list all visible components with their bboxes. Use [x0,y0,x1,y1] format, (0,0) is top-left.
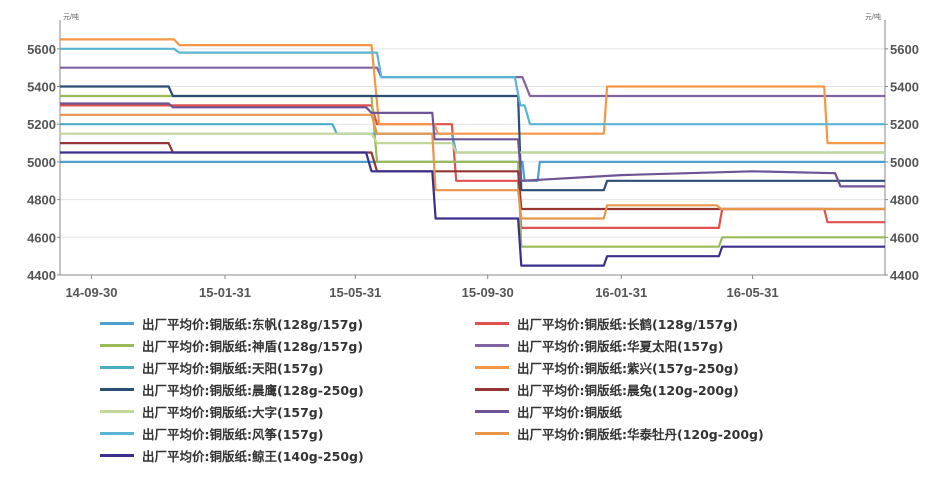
y-tick-label-left: 4800 [27,193,56,208]
legend-swatch [100,432,134,435]
legend-swatch [475,410,509,413]
series-lines [60,38,885,267]
y-tick-label-right: 5000 [890,155,919,170]
legend-label: 出厂平均价:铜版纸 [517,405,622,420]
legend-label: 出厂平均价:铜版纸:风筝(157g) [142,427,324,442]
legend-item: 出厂平均价:铜版纸:鲸王(140g-250g) [100,446,475,465]
series-line [60,132,885,154]
legend-item: 出厂平均价:铜版纸:神盾(128g/157g) [100,336,475,355]
legend-label: 出厂平均价:铜版纸:紫兴(157g-250g) [517,361,739,376]
legend-swatch [475,432,509,435]
legend-label: 出厂平均价:铜版纸:大字(157g) [142,405,324,420]
legend-item: 出厂平均价:铜版纸:华夏太阳(157g) [475,336,875,355]
legend-swatch [100,410,134,413]
chart-legend: 出厂平均价:铜版纸:东帆(128g/157g) 出厂平均价:铜版纸:长鹤(128g… [100,314,880,465]
y-tick-label-left: 4400 [27,268,56,283]
x-tick-label: 15-09-30 [462,285,514,300]
series-line [60,113,885,220]
y-tick-label-right: 5400 [890,80,919,95]
legend-swatch [100,454,134,457]
axes [57,20,888,279]
legend-swatch [475,344,509,347]
series-line [60,151,885,267]
unit-label-right: 元/吨 [865,12,881,21]
legend-item: 出厂平均价:铜版纸:天阳(157g) [100,358,475,377]
series-line [60,66,885,98]
y-tick-label-left: 5600 [27,42,56,57]
legend-item: 出厂平均价:铜版纸:华泰牡丹(120g-200g) [475,424,875,443]
legend-item: 出厂平均价:铜版纸:晨鹰(128g-250g) [100,380,475,399]
y-tick-label-left: 5400 [27,80,56,95]
legend-label: 出厂平均价:铜版纸:天阳(157g) [142,361,324,376]
legend-label: 出厂平均价:铜版纸:晨鹰(128g-250g) [142,383,364,398]
legend-item: 出厂平均价:铜版纸:风筝(157g) [100,424,475,443]
legend-swatch [100,388,134,391]
y-tick-label-left: 5200 [27,117,56,132]
legend-item: 出厂平均价:铜版纸:东帆(128g/157g) [100,314,475,333]
legend-swatch [100,322,134,325]
legend-swatch [475,366,509,369]
legend-item: 出厂平均价:铜版纸 [475,402,875,421]
y-tick-label-right: 5200 [890,117,919,132]
line-chart: 4400 4400 4600 4600 4800 4800 5000 5000 5200 5200… [27,12,919,300]
tick-labels: 4400 4400 4600 4600 4800 4800 5000 5000 5200 5200… [27,12,919,300]
y-tick-label-left: 5000 [27,155,56,170]
legend-item: 出厂平均价:铜版纸:紫兴(157g-250g) [475,358,875,377]
series-line [60,85,885,192]
legend-label: 出厂平均价:铜版纸:东帆(128g/157g) [142,317,364,332]
y-tick-label-right: 5600 [890,42,919,57]
y-tick-label-right: 4600 [890,230,919,245]
y-tick-label-left: 4600 [27,230,56,245]
legend-swatch [475,388,509,391]
x-tick-label: 15-05-31 [329,285,381,300]
legend-swatch [100,366,134,369]
legend-label: 出厂平均价:铜版纸:华泰牡丹(120g-200g) [517,427,764,442]
legend-swatch [100,344,134,347]
x-tick-label: 16-01-31 [595,285,647,300]
legend-label: 出厂平均价:铜版纸:长鹤(128g/157g) [517,317,739,332]
legend-label: 出厂平均价:铜版纸:鲸王(140g-250g) [142,449,364,464]
legend-item: 出厂平均价:铜版纸:长鹤(128g/157g) [475,314,875,333]
series-line [60,102,885,188]
legend-label: 出厂平均价:铜版纸:晨兔(120g-200g) [517,383,739,398]
legend-item: 出厂平均价:铜版纸:大字(157g) [100,402,475,421]
y-tick-label-right: 4400 [890,268,919,283]
legend-label: 出厂平均价:铜版纸:华夏太阳(157g) [517,339,724,354]
legend-label: 出厂平均价:铜版纸:神盾(128g/157g) [142,339,364,354]
x-tick-label: 14-09-30 [65,285,117,300]
legend-swatch [475,322,509,325]
x-tick-label: 15-01-31 [199,285,251,300]
y-tick-label-right: 4800 [890,193,919,208]
series-line [60,38,885,145]
unit-label-left: 元/吨 [63,12,79,21]
series-line [60,142,885,211]
x-tick-label: 16-05-31 [727,285,779,300]
series-line [60,47,885,126]
legend-item: 出厂平均价:铜版纸:晨兔(120g-200g) [475,380,875,399]
